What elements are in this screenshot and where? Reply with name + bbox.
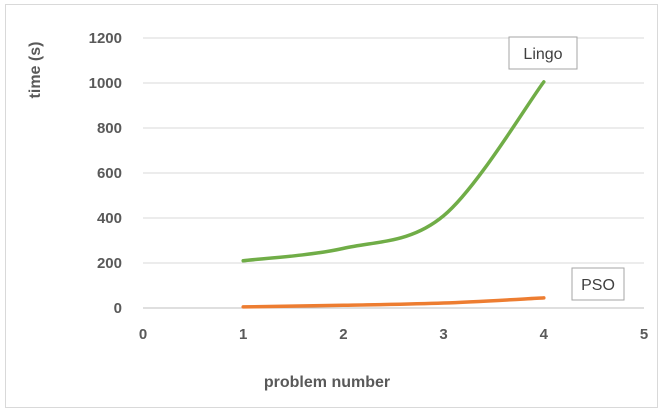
y-tick-label: 800 — [97, 120, 122, 137]
y-tick-label: 600 — [97, 165, 122, 182]
series-line-lingo — [241, 80, 546, 263]
lingo-label: Lingo — [508, 36, 578, 70]
x-axis-title: problem number — [264, 374, 390, 391]
gridlines — [143, 37, 644, 309]
series-lines — [241, 80, 546, 309]
pso-label: PSO — [571, 267, 625, 301]
x-tick-label: 2 — [339, 326, 347, 343]
chart-area — [5, 4, 658, 408]
y-tick-label: 1200 — [89, 30, 122, 47]
pso-label-box — [571, 267, 625, 301]
y-tick-labels: 0 200 400 600 800 1000 1200 — [89, 30, 122, 317]
series-line-pso — [241, 296, 546, 309]
y-tick-label: 400 — [97, 210, 122, 227]
lingo-label-box — [508, 36, 578, 70]
pso-label-text: PSO — [581, 277, 615, 294]
lingo-label-text: Lingo — [523, 46, 562, 63]
x-tick-label: 3 — [439, 326, 447, 343]
y-axis-title: time (s) — [27, 42, 44, 99]
y-tick-label: 0 — [114, 300, 122, 317]
x-tick-label: 4 — [540, 326, 549, 343]
y-tick-label: 200 — [97, 255, 122, 272]
x-tick-label: 0 — [139, 326, 147, 343]
x-tick-label: 1 — [239, 326, 247, 343]
x-tick-label: 5 — [640, 326, 648, 343]
y-tick-label: 1000 — [89, 75, 122, 92]
x-tick-labels: 0 1 2 3 4 5 — [139, 326, 648, 343]
